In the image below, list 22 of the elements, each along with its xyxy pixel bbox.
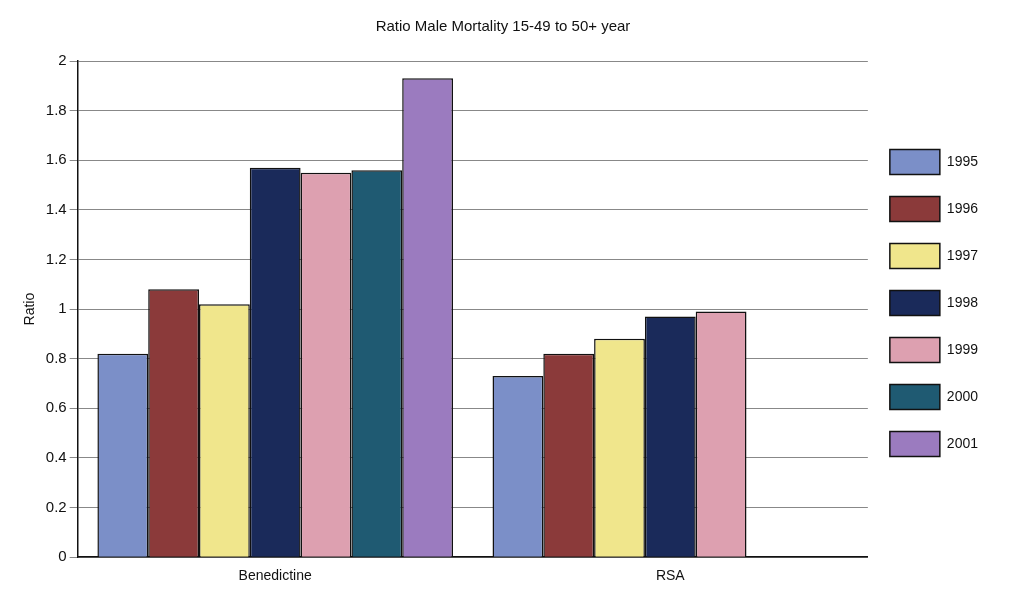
y-axis-title: Ratio bbox=[21, 292, 38, 326]
y-tick-label: 0.4 bbox=[45, 448, 67, 466]
x-tick-label: Benedictine bbox=[238, 567, 312, 584]
y-tick-label: 1.4 bbox=[45, 200, 67, 217]
legend-label: 1999 bbox=[946, 340, 979, 357]
y-tick-label: 0 bbox=[58, 547, 67, 565]
legend-label: 2000 bbox=[946, 387, 979, 404]
x-tick-label: RSA bbox=[655, 567, 686, 584]
y-tick-label: 1.8 bbox=[45, 100, 67, 118]
legend-label: 1995 bbox=[946, 152, 979, 169]
legend-label: 2001 bbox=[946, 434, 979, 451]
y-tick-label: 1 bbox=[58, 299, 67, 317]
y-tick-label: 2 bbox=[58, 51, 67, 69]
legend-label: 1996 bbox=[946, 199, 979, 216]
y-tick-label: 1.6 bbox=[45, 150, 67, 168]
y-tick-label: 0.2 bbox=[45, 497, 67, 515]
chart-title: Ratio Male Mortality 15-49 to 50+ year bbox=[375, 17, 631, 35]
y-tick-label: 0.8 bbox=[45, 348, 67, 366]
y-tick-label: 1.2 bbox=[45, 249, 67, 267]
legend-label: 1998 bbox=[946, 293, 979, 310]
legend-label: 1997 bbox=[946, 246, 979, 263]
y-tick-label: 0.6 bbox=[45, 398, 67, 416]
